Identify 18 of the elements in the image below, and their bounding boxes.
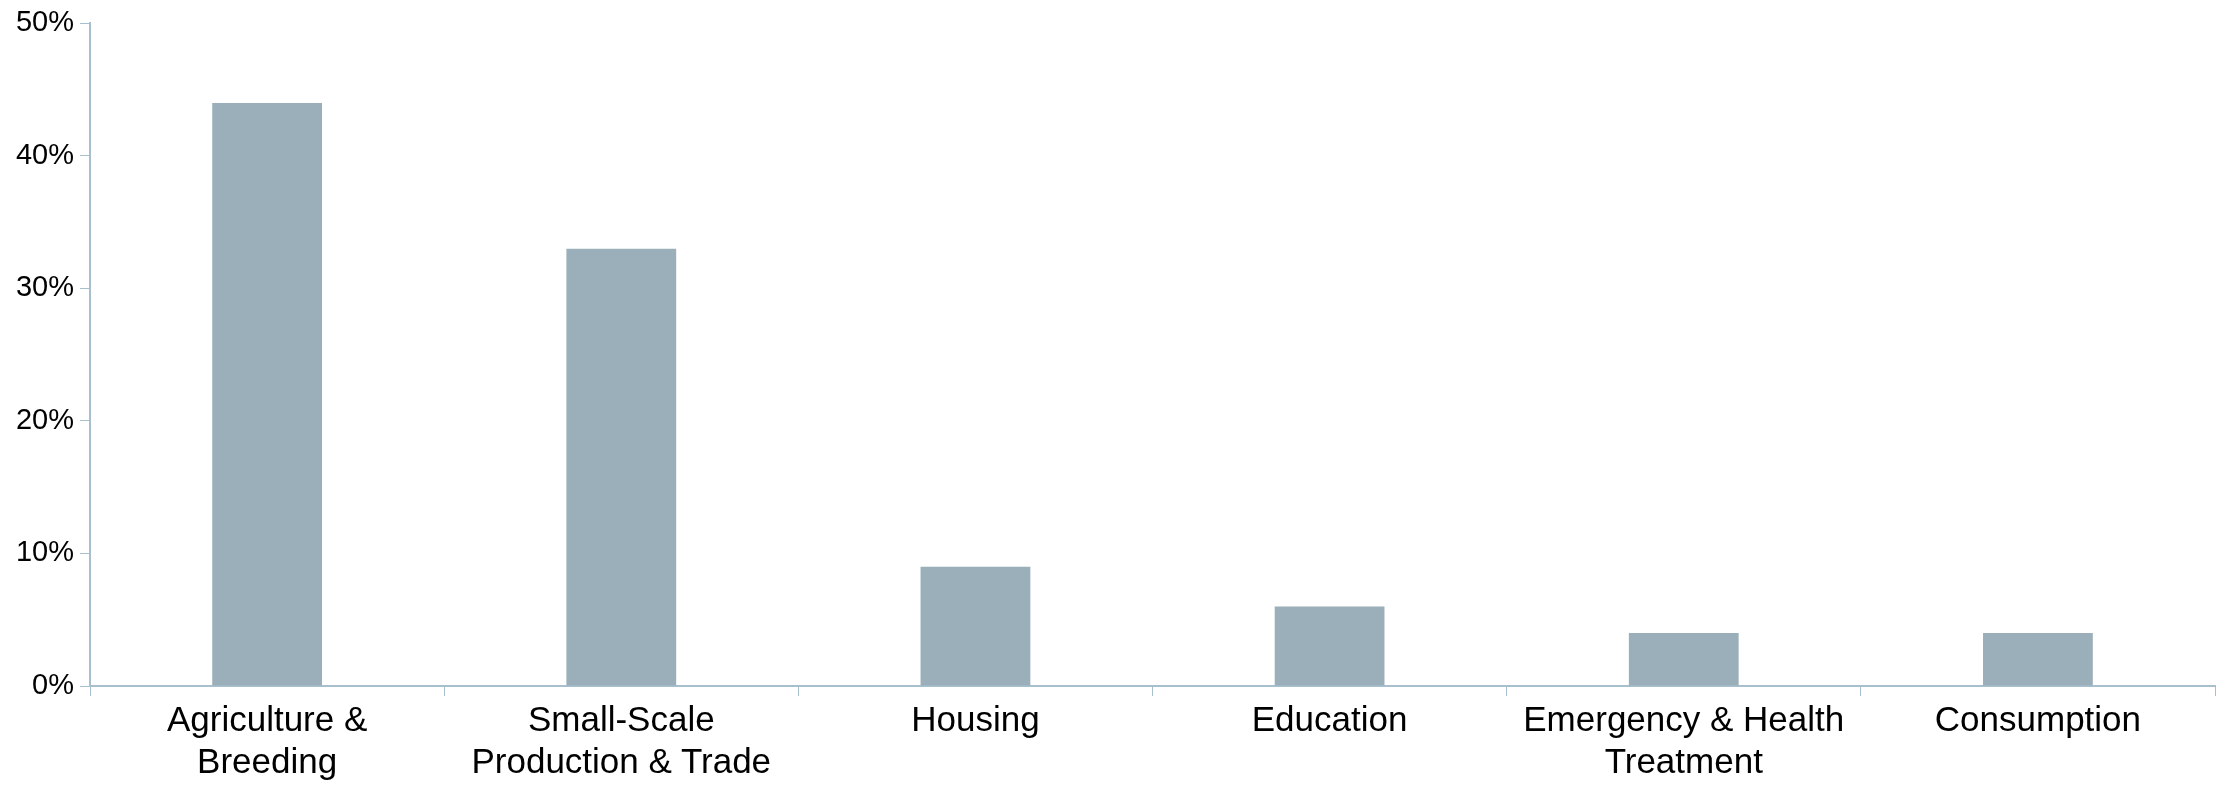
- x-tick-label: Consumption: [1934, 698, 2142, 738]
- y-tick-label: 0%: [32, 668, 75, 700]
- bar: [212, 102, 323, 686]
- x-tick-label: Small-Scale Production & Trade: [471, 698, 772, 780]
- bar: [566, 248, 677, 686]
- y-tick-label: 40%: [16, 137, 75, 170]
- bar: [1983, 632, 2093, 686]
- y-tick-label: 50%: [16, 5, 75, 38]
- x-tick-label: Emergency & Health Treatment: [1523, 698, 1845, 780]
- y-tick-label: 20%: [16, 402, 75, 435]
- x-tick-label: Housing: [911, 698, 1040, 738]
- bar: [920, 566, 1031, 686]
- y-tick-label: 30%: [16, 270, 75, 303]
- x-tick-label: Education: [1251, 698, 1408, 738]
- y-tick-label: 10%: [16, 535, 75, 568]
- bar: [1628, 632, 1739, 686]
- x-tick-label: Agriculture & Breeding: [166, 698, 368, 780]
- bar: [1274, 606, 1385, 686]
